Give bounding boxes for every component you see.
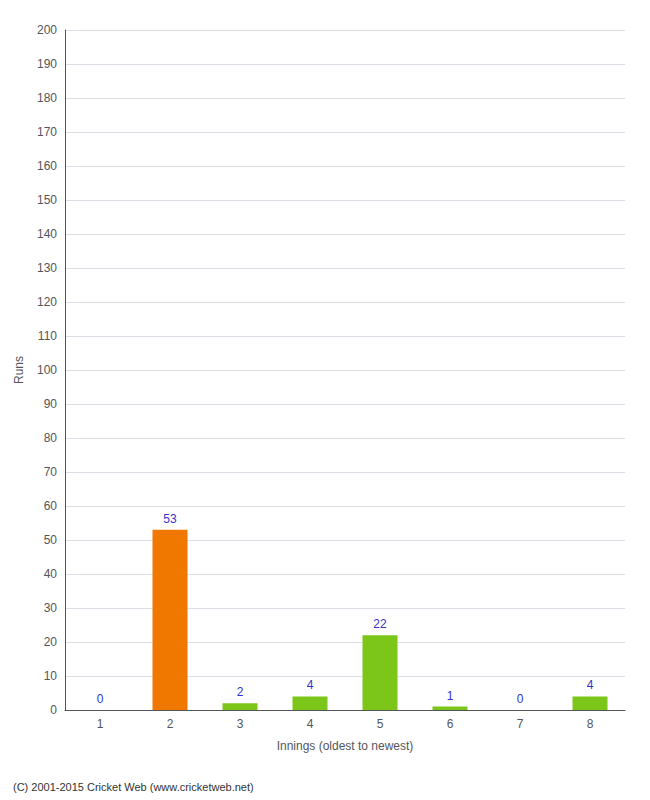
svg-text:22: 22 (373, 617, 387, 631)
svg-text:200: 200 (37, 23, 57, 37)
svg-text:50: 50 (44, 533, 58, 547)
svg-text:7: 7 (517, 717, 524, 731)
svg-text:53: 53 (163, 512, 177, 526)
svg-text:Innings (oldest to newest): Innings (oldest to newest) (277, 739, 414, 753)
svg-text:140: 140 (37, 227, 57, 241)
svg-text:(C) 2001-2015 Cricket Web (www: (C) 2001-2015 Cricket Web (www.cricketwe… (13, 781, 254, 793)
svg-text:4: 4 (307, 678, 314, 692)
svg-text:6: 6 (447, 717, 454, 731)
svg-text:4: 4 (587, 678, 594, 692)
svg-text:2: 2 (167, 717, 174, 731)
svg-text:10: 10 (44, 669, 58, 683)
svg-text:1: 1 (447, 689, 454, 703)
svg-text:60: 60 (44, 499, 58, 513)
svg-text:4: 4 (307, 717, 314, 731)
svg-text:110: 110 (38, 329, 57, 343)
svg-text:8: 8 (587, 717, 594, 731)
svg-text:0: 0 (50, 703, 57, 717)
svg-text:180: 180 (37, 91, 57, 105)
svg-text:160: 160 (37, 159, 57, 173)
svg-text:90: 90 (44, 397, 58, 411)
svg-text:120: 120 (37, 295, 57, 309)
svg-text:2: 2 (237, 685, 244, 699)
svg-text:100: 100 (37, 363, 57, 377)
svg-text:Runs: Runs (12, 356, 26, 384)
svg-text:30: 30 (44, 601, 58, 615)
svg-text:170: 170 (37, 125, 57, 139)
svg-text:70: 70 (44, 465, 58, 479)
svg-text:80: 80 (44, 431, 58, 445)
svg-text:130: 130 (37, 261, 57, 275)
svg-text:20: 20 (44, 635, 58, 649)
svg-text:190: 190 (37, 57, 57, 71)
svg-text:0: 0 (97, 692, 104, 706)
svg-text:3: 3 (237, 717, 244, 731)
svg-text:150: 150 (37, 193, 57, 207)
svg-text:5: 5 (377, 717, 384, 731)
svg-text:40: 40 (44, 567, 58, 581)
svg-text:1: 1 (97, 717, 104, 731)
svg-text:0: 0 (517, 692, 524, 706)
